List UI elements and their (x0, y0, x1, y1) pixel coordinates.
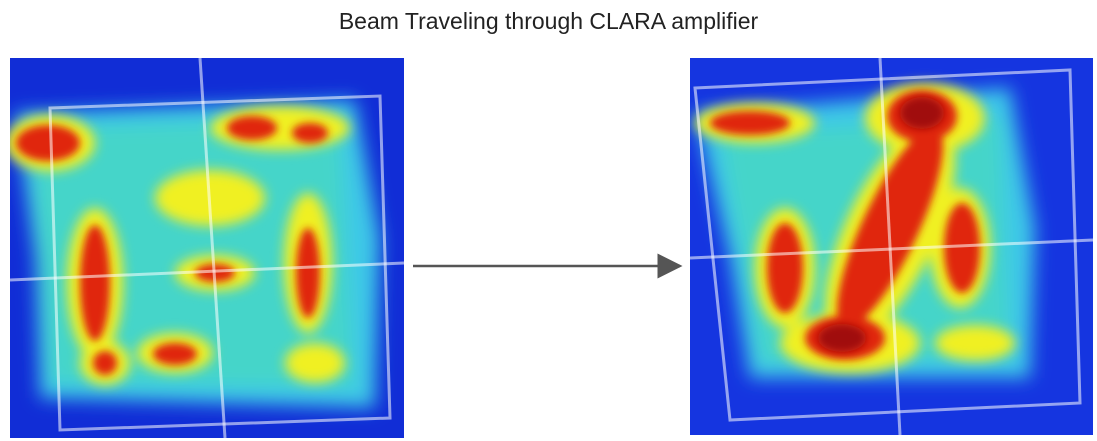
figure-graphics (0, 0, 1097, 441)
figure: Beam Traveling through CLARA amplifier (0, 0, 1097, 441)
beam-image-after (690, 58, 1093, 435)
beam-image-before (5, 58, 404, 438)
